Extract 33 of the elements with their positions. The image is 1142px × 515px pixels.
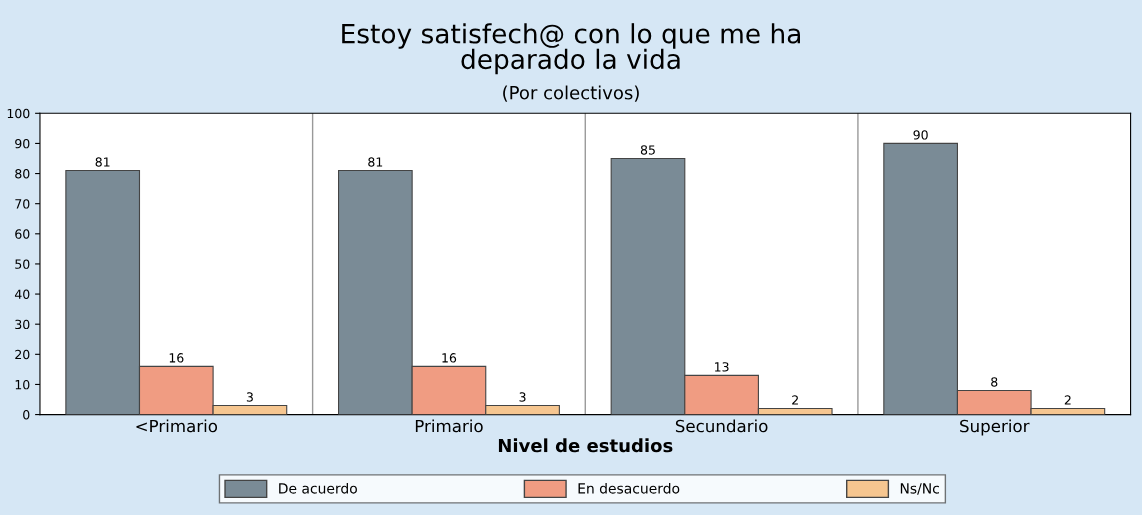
y-tick-label: 10 [15, 379, 30, 390]
y-tick-label: 90 [15, 138, 30, 149]
y-tick-label: 80 [15, 169, 30, 179]
y-tick-label: 0 [23, 410, 30, 420]
data-label: 2 [1064, 395, 1071, 405]
data-label: 2 [792, 395, 798, 405]
y-tick-label: 50 [15, 259, 30, 269]
legend-label: En desacuerdo [578, 482, 680, 494]
x-axis-title: Nivel de estudios [498, 438, 673, 453]
y-tick-label: 60 [15, 229, 30, 239]
data-label: 16 [442, 353, 457, 363]
data-label: 81 [95, 157, 110, 167]
data-label: 90 [913, 130, 928, 140]
x-tick-label: <Primario [136, 419, 218, 433]
x-tick-label: Superior [960, 419, 1030, 436]
data-label: 85 [640, 145, 655, 155]
y-tick-label: 100 [7, 108, 30, 119]
chart-title: Estoy satisfech@ con lo que me ha deparado la vida [342, 23, 800, 75]
x-tick-label: Secundario [675, 419, 768, 433]
legend-label: Ns/Nc [900, 483, 939, 495]
chart-subtitle: (Por colectivos) [503, 85, 639, 102]
y-tick-label: 70 [15, 199, 30, 209]
data-label: 8 [991, 377, 998, 387]
data-label: 3 [246, 392, 253, 402]
legend-label: De acuerdo [279, 482, 357, 494]
y-tick-label: 30 [15, 319, 30, 330]
data-label: 16 [169, 353, 184, 363]
x-tick-label: Primario [415, 419, 483, 433]
data-label: 81 [368, 157, 383, 167]
y-tick-label: 20 [15, 349, 30, 360]
data-label: 3 [519, 392, 526, 402]
data-label: 13 [715, 362, 729, 372]
y-tick-label: 40 [14, 289, 30, 299]
